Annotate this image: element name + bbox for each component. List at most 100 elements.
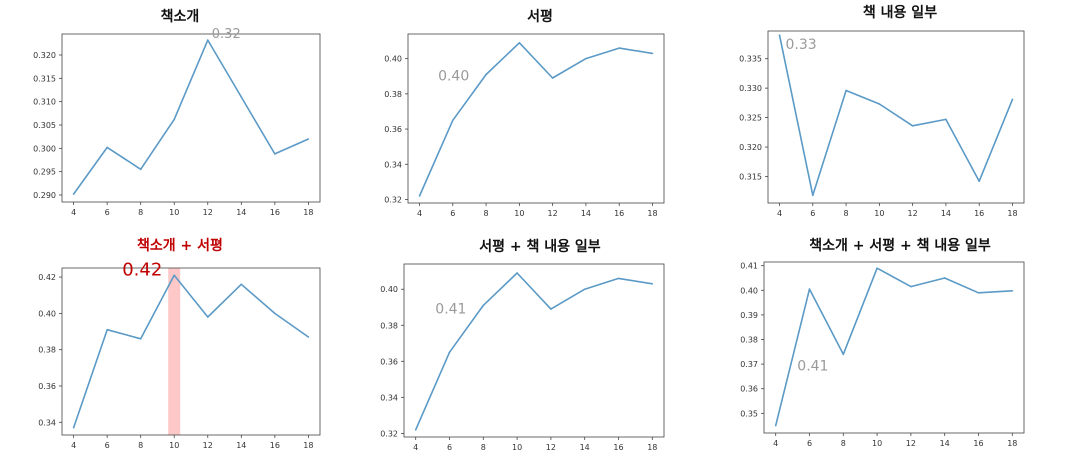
line-chart: 0.32 0.34 0.36 0.38 0.40 4 6 8 10 12 14 16 18 0.40	[384, 33, 665, 218]
chart-title: 서평	[527, 9, 553, 25]
x-tick-label: 8	[844, 209, 849, 218]
data-point	[307, 138, 310, 140]
max-value-annotation: 0.41	[435, 301, 466, 317]
x-tick-label: 6	[450, 209, 455, 218]
x-tick-label: 6	[447, 443, 452, 452]
chart-title: 책소개	[160, 9, 200, 25]
data-point	[274, 312, 276, 315]
plot-frame	[61, 33, 321, 203]
x-tick-label: 10	[512, 443, 522, 452]
x-tick-label: 16	[613, 443, 623, 452]
data-point	[307, 336, 310, 338]
y-tick-label: 0.315	[33, 74, 56, 83]
max-value-annotation: 0.42	[122, 259, 162, 280]
x-tick-label: 6	[810, 209, 815, 218]
x-tick-label: 8	[138, 208, 143, 217]
y-tick-label: 0.40	[740, 286, 758, 295]
y-tick-label: 0.36	[38, 382, 56, 391]
data-point	[274, 153, 276, 155]
data-point	[206, 39, 209, 41]
chart-panel-6: 책소개 + 서평 + 책 내용 일부 0.35 0.36 0.37 0.38 0.39 0…	[720, 230, 1080, 471]
chart-title-highlighted: 책소개 + 서평	[137, 238, 223, 254]
x-tick-label: 16	[270, 441, 280, 450]
data-point	[518, 42, 521, 44]
x-tick-label: 14	[236, 208, 246, 217]
y-tick-label: 0.315	[739, 172, 762, 181]
max-value-annotation: 0.41	[797, 358, 828, 374]
data-point	[72, 193, 75, 195]
data-point	[618, 47, 620, 49]
y-tick-label: 0.40	[384, 55, 402, 64]
x-tick-label: 10	[169, 441, 179, 450]
x-tick-label: 10	[514, 209, 524, 218]
chart-panel-1: 책소개 0.290 0.295 0.300 0.305 0.310 0.315 0.320 4…	[0, 0, 360, 230]
x-tick-label: 12	[546, 443, 556, 452]
line-chart: 0.34 0.36 0.38 0.40 0.42 4 6 8 10 12 14 16 18 0.42	[38, 259, 321, 450]
y-tick-label: 0.38	[740, 336, 758, 345]
plot-frame	[767, 30, 1025, 204]
x-tick-label: 10	[169, 208, 179, 217]
y-tick-label: 0.32	[380, 429, 398, 438]
x-tick-label: 18	[303, 441, 313, 450]
y-tick-label: 0.34	[384, 160, 402, 169]
x-tick-label: 12	[548, 209, 558, 218]
y-tick-label: 0.325	[739, 114, 762, 123]
y-tick-label: 0.34	[380, 393, 398, 402]
data-point	[1011, 98, 1014, 101]
chart-title: 서평 + 책 내용 일부	[479, 239, 601, 255]
x-tick-label: 8	[841, 439, 846, 448]
x-tick-label: 4	[777, 209, 782, 218]
chart-panel-3: 책 내용 일부 0.315 0.320 0.325 0.330 0.335 4 6 8 10 12…	[720, 0, 1080, 230]
x-tick-label: 16	[270, 208, 280, 217]
y-tick-label: 0.320	[739, 143, 762, 152]
x-tick-label: 4	[71, 208, 76, 217]
x-tick-label: 10	[874, 209, 884, 218]
data-point	[910, 285, 912, 288]
y-tick-label: 0.330	[739, 84, 762, 93]
data-point	[842, 353, 845, 356]
data-point	[845, 89, 847, 92]
plot-frame	[61, 267, 321, 436]
x-tick-label: 14	[236, 441, 246, 450]
data-point	[482, 304, 485, 307]
plot-frame	[403, 263, 665, 438]
x-tick-label: 18	[647, 443, 657, 452]
x-tick-label: 12	[908, 209, 918, 218]
data-point	[977, 291, 980, 294]
series-line	[418, 41, 653, 197]
x-tick-label: 6	[105, 208, 110, 217]
data-point	[72, 426, 75, 429]
data-point	[812, 194, 814, 197]
x-tick-label: 6	[105, 441, 110, 450]
data-point	[651, 283, 654, 285]
chart-panel-5: 서평 + 책 내용 일부 0.32 0.34 0.36 0.38 0.40 4 6 8 10 12…	[360, 230, 720, 471]
x-tick-label: 18	[303, 208, 313, 217]
series-line	[414, 272, 653, 431]
y-tick-label: 0.36	[384, 125, 402, 134]
plot-frame	[763, 261, 1025, 434]
data-point	[452, 119, 454, 122]
data-point	[878, 103, 881, 105]
series-line	[72, 274, 309, 428]
y-tick-label: 0.38	[384, 90, 402, 99]
data-point	[173, 274, 176, 277]
data-point	[139, 168, 142, 171]
data-point	[943, 277, 946, 279]
y-tick-label: 0.42	[38, 273, 56, 282]
x-tick-label: 4	[413, 443, 418, 452]
data-point	[485, 73, 487, 76]
data-point	[585, 57, 587, 60]
data-point	[583, 288, 586, 291]
y-tick-label: 0.305	[33, 121, 56, 130]
x-tick-label: 6	[807, 439, 812, 448]
x-tick-label: 14	[940, 439, 950, 448]
data-point	[106, 328, 108, 331]
y-tick-label: 0.310	[33, 98, 56, 107]
data-point	[448, 351, 451, 354]
x-tick-label: 16	[974, 209, 984, 218]
data-point	[551, 77, 554, 79]
chart-title: 책소개 + 서평 + 책 내용 일부	[809, 238, 991, 254]
plot-frame	[407, 33, 665, 204]
data-point	[139, 337, 142, 340]
x-tick-label: 12	[906, 439, 916, 448]
